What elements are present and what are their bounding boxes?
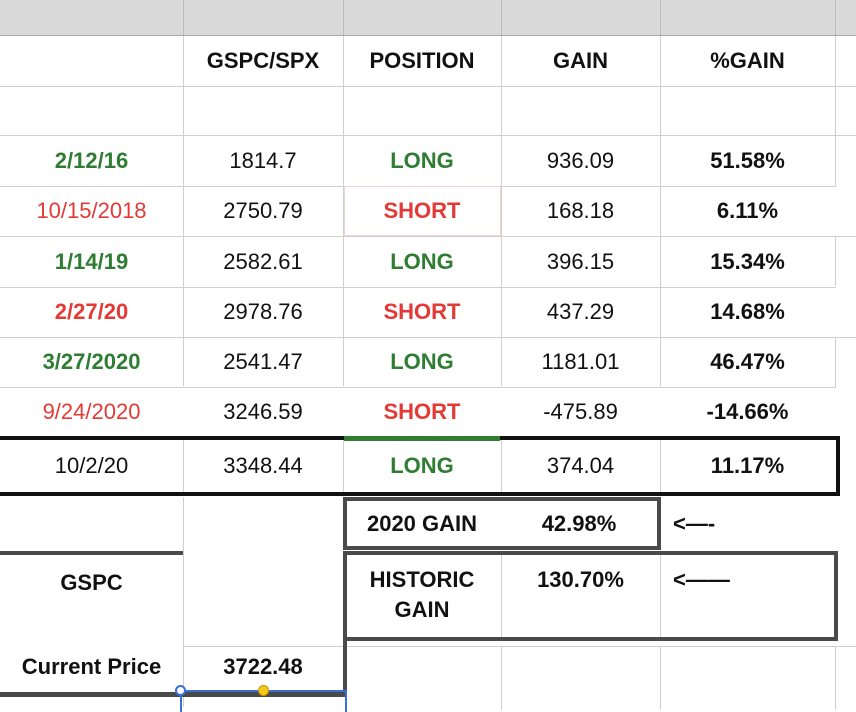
header-pct-gain[interactable]: %GAIN	[710, 48, 785, 73]
col-gridline	[183, 36, 184, 386]
selection-start-handle[interactable]	[175, 685, 186, 696]
trade-position[interactable]: LONG	[390, 453, 454, 478]
historic-gain-label[interactable]: HISTORIC GAIN	[369, 567, 475, 622]
trade-position[interactable]: SHORT	[383, 198, 461, 223]
arrow-annotation-1[interactable]: <—-	[673, 510, 716, 536]
gspc-label[interactable]: GSPC	[60, 569, 123, 595]
col-gridline	[183, 440, 184, 492]
trade-position[interactable]: LONG	[390, 349, 454, 374]
column-header-divider[interactable]	[835, 0, 836, 36]
column-header-divider[interactable]	[343, 0, 344, 36]
col-gridline	[660, 440, 661, 492]
col-gridline	[835, 337, 836, 387]
column-header-divider[interactable]	[501, 0, 502, 36]
row-gridline	[0, 86, 856, 87]
col-gridline	[343, 440, 344, 492]
header-divider	[0, 35, 856, 36]
current-price-label[interactable]: Current Price	[21, 654, 162, 679]
row-gridline	[0, 387, 836, 388]
row-gridline	[0, 287, 836, 288]
column-header-divider[interactable]	[660, 0, 661, 36]
trade-gain[interactable]: 168.18	[546, 198, 615, 223]
col-gridline	[343, 36, 344, 386]
col-gridline	[835, 236, 836, 286]
current-price-rule	[0, 692, 346, 697]
trade-position[interactable]: SHORT	[383, 299, 461, 324]
historic-gain-box	[343, 551, 838, 641]
trade-position[interactable]: LONG	[390, 249, 454, 274]
gain-2020-label[interactable]: 2020 GAIN	[366, 510, 478, 536]
col-gridline	[501, 440, 502, 492]
col-gridline	[501, 646, 502, 710]
trade-gain[interactable]: 437.29	[546, 299, 615, 324]
trade-pct-gain[interactable]: -14.66%	[706, 399, 789, 424]
gain-2020-box-edge	[657, 497, 661, 550]
trade-gain[interactable]: -475.89	[543, 399, 618, 424]
selection-fill-handle[interactable]	[258, 685, 269, 696]
trade-price[interactable]: 2582.61	[223, 249, 303, 274]
trade-date[interactable]: 3/27/2020	[42, 349, 141, 374]
column-header-divider[interactable]	[183, 0, 184, 36]
long-accent-bar	[344, 436, 500, 441]
trade-date[interactable]: 1/14/19	[54, 249, 129, 274]
trade-pct-gain[interactable]: 6.11%	[716, 198, 779, 223]
trade-position[interactable]: LONG	[390, 148, 454, 173]
gain-2020-value[interactable]: 42.98%	[541, 510, 617, 536]
row-gridline	[183, 646, 856, 647]
cell-highlight	[344, 186, 501, 236]
trade-pct-gain[interactable]: 14.68%	[710, 299, 785, 324]
header-gspc-spx[interactable]: GSPC/SPX	[206, 48, 320, 73]
trade-date[interactable]: 10/2/20	[54, 453, 129, 478]
col-gridline	[501, 36, 502, 386]
column-header-bar[interactable]	[0, 0, 856, 36]
row-gridline	[0, 236, 856, 237]
header-gain[interactable]: GAIN	[553, 48, 608, 73]
col-gridline	[660, 646, 661, 710]
trade-pct-gain[interactable]: 15.34%	[710, 249, 785, 274]
trade-pct-gain[interactable]: 11.17%	[710, 453, 785, 478]
col-gridline	[835, 36, 836, 186]
arrow-annotation-2[interactable]: <——	[673, 567, 730, 592]
gspc-section-rule	[0, 551, 183, 555]
col-gridline	[660, 555, 661, 637]
col-gridline	[183, 497, 184, 707]
current-price-rule-vertical	[343, 641, 347, 697]
trade-date[interactable]: 10/15/2018	[36, 198, 147, 223]
header-position[interactable]: POSITION	[369, 48, 475, 73]
col-gridline	[660, 36, 661, 386]
trade-gain[interactable]: 1181.01	[541, 349, 620, 374]
trade-price[interactable]: 2978.76	[223, 299, 303, 324]
trade-date[interactable]: 2/27/20	[54, 299, 129, 324]
col-gridline	[501, 555, 502, 637]
trade-date[interactable]: 2/12/16	[54, 148, 129, 173]
trade-gain[interactable]: 936.09	[546, 148, 615, 173]
row-gridline	[0, 135, 856, 136]
col-gridline	[835, 646, 836, 710]
trade-price[interactable]: 3348.44	[223, 453, 303, 478]
current-price-value[interactable]: 3722.48	[223, 654, 303, 679]
trade-price[interactable]: 1814.7	[229, 148, 297, 173]
trade-pct-gain[interactable]: 46.47%	[710, 349, 785, 374]
trade-gain[interactable]: 374.04	[546, 453, 615, 478]
trade-pct-gain[interactable]: 51.58%	[710, 148, 785, 173]
row-gridline	[0, 337, 856, 338]
trade-position[interactable]: SHORT	[383, 399, 461, 424]
trade-gain[interactable]: 396.15	[546, 249, 615, 274]
historic-gain-value[interactable]: 130.70%	[537, 567, 624, 592]
trade-date[interactable]: 9/24/2020	[42, 399, 141, 424]
trade-price[interactable]: 2750.79	[223, 198, 303, 223]
trade-price[interactable]: 2541.47	[223, 349, 303, 374]
trade-price[interactable]: 3246.59	[223, 399, 303, 424]
